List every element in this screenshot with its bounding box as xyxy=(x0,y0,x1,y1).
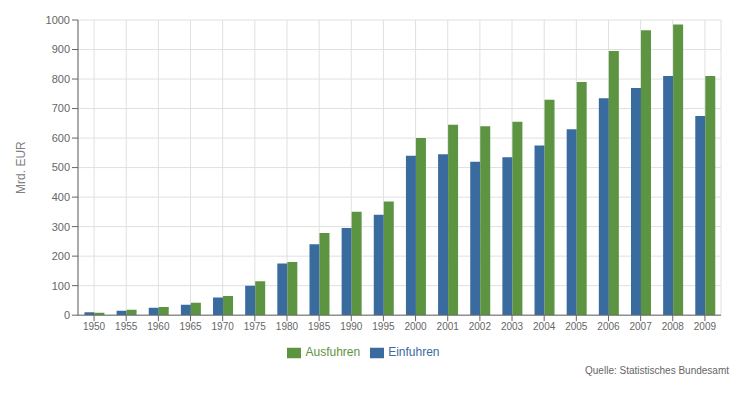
svg-text:2007: 2007 xyxy=(630,321,653,332)
svg-text:1980: 1980 xyxy=(276,321,299,332)
svg-text:1990: 1990 xyxy=(340,321,363,332)
svg-text:900: 900 xyxy=(52,43,70,55)
svg-text:100: 100 xyxy=(52,280,70,292)
svg-text:200: 200 xyxy=(52,250,70,262)
svg-text:2005: 2005 xyxy=(565,321,588,332)
svg-text:2001: 2001 xyxy=(437,321,460,332)
svg-text:Mrd. EUR: Mrd. EUR xyxy=(14,141,28,194)
html-text:Einfuhren: Einfuhren xyxy=(388,345,440,360)
svg-text:1955: 1955 xyxy=(115,321,138,332)
html-text:Ausfuhren: Ausfuhren xyxy=(305,345,361,360)
svg-text:600: 600 xyxy=(52,132,70,144)
svg-text:2008: 2008 xyxy=(662,321,685,332)
svg-text:0: 0 xyxy=(64,309,70,321)
svg-text:400: 400 xyxy=(52,191,70,203)
svg-text:1970: 1970 xyxy=(212,321,235,332)
svg-text:2004: 2004 xyxy=(533,321,556,332)
svg-text:1985: 1985 xyxy=(308,321,331,332)
svg-text:2009: 2009 xyxy=(694,321,717,332)
svg-text:700: 700 xyxy=(52,102,70,114)
svg-text:1965: 1965 xyxy=(179,321,202,332)
svg-text:1975: 1975 xyxy=(244,321,267,332)
html-text:Quelle: Statistisches Bundesam: Quelle: Statistisches Bundesamt xyxy=(585,365,729,376)
svg-text:1995: 1995 xyxy=(372,321,395,332)
svg-text:2002: 2002 xyxy=(469,321,492,332)
svg-text:2000: 2000 xyxy=(404,321,427,332)
svg-text:2003: 2003 xyxy=(501,321,524,332)
svg-text:500: 500 xyxy=(52,161,70,173)
svg-text:800: 800 xyxy=(52,73,70,85)
svg-text:2006: 2006 xyxy=(597,321,620,332)
svg-text:300: 300 xyxy=(52,221,70,233)
svg-text:1000: 1000 xyxy=(46,14,70,26)
svg-text:1950: 1950 xyxy=(83,321,106,332)
svg-text:1960: 1960 xyxy=(147,321,170,332)
